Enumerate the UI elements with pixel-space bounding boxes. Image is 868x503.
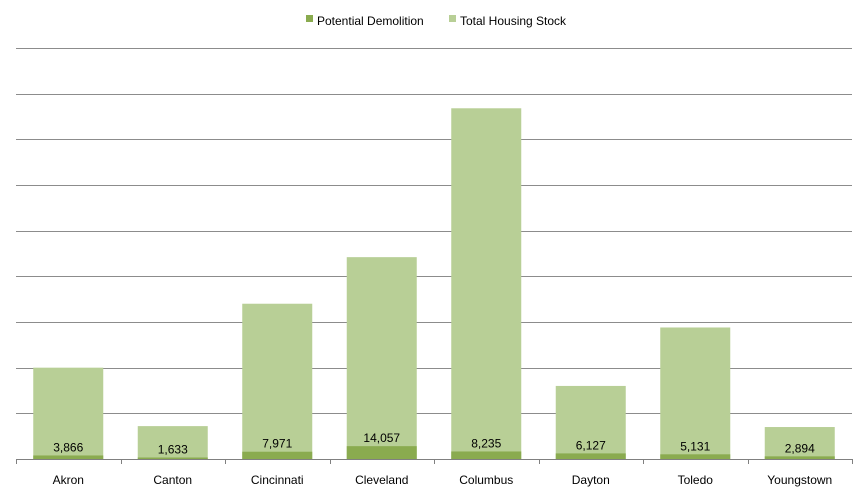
x-tick-label: Canton [153,473,192,487]
data-label-potential-demolition: 1,633 [158,443,188,457]
gridlines [16,48,852,460]
legend-swatch-potential-demolition [306,15,313,22]
data-label-potential-demolition: 2,894 [785,441,815,455]
bar-total-housing-stock [33,367,104,459]
x-tick-label: Columbus [459,473,513,487]
bar-potential-demolition [555,453,626,459]
bar-potential-demolition [33,455,104,459]
data-label-potential-demolition: 14,057 [363,431,400,445]
data-label-potential-demolition: 8,235 [471,436,501,450]
bar-total-housing-stock [242,303,313,459]
bar-potential-demolition [451,451,522,459]
x-axis [16,459,853,464]
bar-potential-demolition [660,454,731,459]
x-tick-label: Akron [53,473,84,487]
legend-label-total-housing-stock: Total Housing Stock [460,14,567,28]
x-tick-label: Toledo [678,473,714,487]
bar-total-housing-stock [137,426,208,459]
bar-total-housing-stock [660,327,731,459]
x-tick-label: Dayton [572,473,610,487]
legend-label-potential-demolition: Potential Demolition [317,14,424,28]
bar-total-housing-stock [346,257,417,459]
legend-swatch-total-housing-stock [449,15,456,22]
data-label-potential-demolition: 6,127 [576,438,606,452]
legend: Potential Demolition Total Housing Stock [306,14,567,28]
bar-potential-demolition [764,456,835,459]
bar-total-housing-stock [764,427,835,459]
data-labels: 3,866 1,633 7,971 14,057 8,235 6,127 5,131 2,89… [53,431,815,456]
bar-total-housing-stock [451,108,522,459]
category-labels: Akron Canton Cincinnati Cleveland Columbus Da… [53,473,833,487]
data-label-potential-demolition: 3,866 [53,440,83,454]
bar-potential-demolition [346,446,417,459]
bar-total-housing-stock [555,385,626,459]
x-tick-label: Cleveland [355,473,408,487]
x-tick-label: Youngstown [767,473,832,487]
data-label-potential-demolition: 7,971 [262,437,292,451]
x-tick-label: Cincinnati [251,473,304,487]
data-label-potential-demolition: 5,131 [680,439,710,453]
bars [33,108,835,459]
bar-potential-demolition [137,457,208,459]
bar-potential-demolition [242,451,313,459]
